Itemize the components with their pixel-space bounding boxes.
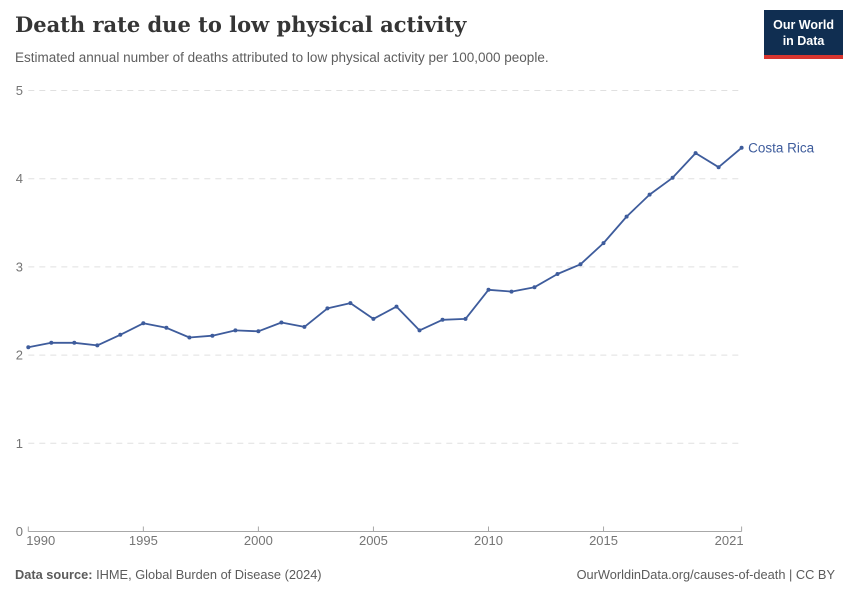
data-point[interactable] [141, 321, 146, 326]
y-tick-label: 5 [16, 83, 23, 98]
data-point[interactable] [578, 262, 583, 267]
chart-subtitle: Estimated annual number of deaths attrib… [15, 50, 549, 65]
data-point[interactable] [670, 175, 675, 180]
x-tick-label: 2000 [244, 533, 273, 548]
data-point[interactable] [371, 316, 376, 321]
series-end-label[interactable]: Costa Rica [748, 140, 815, 155]
data-point[interactable] [49, 340, 54, 345]
data-source-note: Data source: IHME, Global Burden of Dise… [15, 567, 322, 582]
credit-link[interactable]: OurWorldinData.org/causes-of-death | CC … [576, 567, 835, 582]
data-point[interactable] [325, 306, 330, 311]
chart-svg: 0 1 2 3 4 5 1990 1995 2000 2005 2010 2015 2021 Costa … [16, 83, 815, 548]
data-point[interactable] [233, 328, 238, 333]
owid-logo-line2: in Data [782, 34, 825, 49]
data-point[interactable] [624, 214, 629, 219]
data-point[interactable] [509, 289, 514, 294]
data-point[interactable] [164, 325, 169, 330]
data-source-label: Data source: [15, 567, 93, 582]
data-point[interactable] [417, 328, 422, 333]
data-point[interactable] [601, 241, 606, 246]
page-title: Death rate due to low physical activity [15, 12, 467, 37]
x-tick-label: 2005 [359, 533, 388, 548]
series-line-costa-rica[interactable] [27, 146, 743, 349]
owid-logo[interactable]: Our World in Data [764, 10, 843, 59]
data-point[interactable] [348, 301, 353, 306]
data-point[interactable] [555, 272, 560, 276]
x-tick-label: 2015 [589, 533, 618, 548]
data-point[interactable] [256, 329, 261, 334]
y-tick-label: 3 [16, 259, 23, 274]
data-point[interactable] [716, 165, 721, 170]
y-tick-label: 1 [16, 436, 23, 451]
data-source-value: IHME, Global Burden of Disease (2024) [96, 567, 322, 582]
data-point[interactable] [72, 340, 77, 345]
x-tick-label: 2021 [715, 533, 744, 548]
x-tick-label: 1990 [26, 533, 55, 548]
y-tick-label: 2 [16, 348, 23, 363]
data-point[interactable] [440, 317, 445, 322]
data-point[interactable] [647, 192, 652, 197]
data-point[interactable] [693, 151, 698, 156]
data-point[interactable] [463, 316, 468, 321]
x-tick-label: 1995 [129, 533, 158, 548]
data-point[interactable] [187, 335, 192, 340]
data-point[interactable] [279, 320, 284, 325]
data-point[interactable] [302, 324, 307, 329]
data-point[interactable] [532, 285, 537, 290]
data-point[interactable] [739, 145, 744, 150]
data-point[interactable] [394, 304, 399, 309]
y-tick-label: 0 [16, 524, 23, 539]
data-point[interactable] [210, 333, 215, 338]
chart-area: 0 1 2 3 4 5 1990 1995 2000 2005 2010 2015 2021 Costa … [0, 75, 850, 580]
data-point[interactable] [118, 332, 123, 337]
owid-logo-line1: Our World [773, 18, 834, 32]
x-tick-label: 2010 [474, 533, 503, 548]
data-point[interactable] [486, 287, 491, 292]
data-point[interactable] [26, 345, 31, 350]
y-tick-label: 4 [16, 171, 23, 186]
data-point[interactable] [95, 343, 100, 348]
